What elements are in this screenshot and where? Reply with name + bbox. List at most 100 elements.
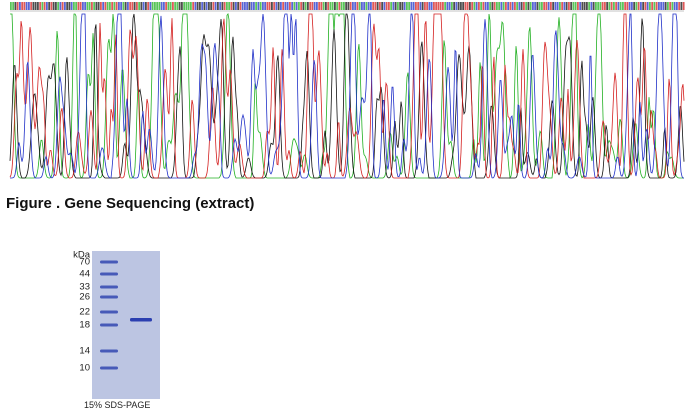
base-letter xyxy=(259,2,262,10)
base-letter xyxy=(547,2,550,10)
base-letter xyxy=(442,2,444,10)
base-letter xyxy=(572,2,575,10)
base-letter xyxy=(644,2,647,10)
marker-band xyxy=(100,260,118,264)
base-letter xyxy=(100,2,102,10)
base-letter xyxy=(455,2,458,10)
base-letter xyxy=(244,2,246,10)
base-letter xyxy=(93,2,96,10)
base-letter xyxy=(581,2,584,10)
base-letter xyxy=(671,2,674,10)
base-letter xyxy=(194,2,197,10)
base-letter xyxy=(14,2,17,10)
base-letter xyxy=(64,2,66,10)
base-letter xyxy=(91,2,93,10)
base-letter xyxy=(25,2,28,10)
base-letter xyxy=(151,2,154,10)
base-letter xyxy=(491,2,494,10)
base-letter xyxy=(599,2,602,10)
base-letter xyxy=(291,2,294,10)
trace xyxy=(9,13,685,179)
base-letter xyxy=(563,2,566,10)
base-letter xyxy=(154,2,156,10)
marker-band xyxy=(100,310,118,314)
base-letter xyxy=(352,2,354,10)
base-letter xyxy=(113,2,116,10)
base-letter xyxy=(264,2,267,10)
base-letter xyxy=(419,2,422,10)
base-letter xyxy=(480,2,483,10)
base-letter xyxy=(268,2,271,10)
base-letter xyxy=(655,2,658,10)
base-letter xyxy=(70,2,73,10)
base-letter xyxy=(392,2,395,10)
base-letter xyxy=(37,2,39,10)
base-letter xyxy=(439,2,442,10)
base-letter xyxy=(604,2,606,10)
base-letter xyxy=(628,2,631,10)
base-letter xyxy=(559,2,561,10)
base-letter xyxy=(579,2,582,10)
base-letter xyxy=(536,2,539,10)
base-letter xyxy=(682,2,685,10)
base-letter xyxy=(347,2,350,10)
base-letter xyxy=(606,2,609,10)
figure-caption: Figure . Gene Sequencing (extract) xyxy=(6,195,254,212)
base-letter xyxy=(280,2,282,10)
base-letter xyxy=(390,2,393,10)
base-letter xyxy=(433,2,435,10)
base-letter xyxy=(86,2,89,10)
base-letter xyxy=(453,2,456,10)
base-letter xyxy=(363,2,366,10)
base-letter xyxy=(12,2,15,10)
base-letter xyxy=(570,2,573,10)
base-letter xyxy=(448,2,451,10)
base-letter xyxy=(160,2,163,10)
base-letter xyxy=(149,2,152,10)
base-letter xyxy=(295,2,298,10)
base-letter xyxy=(230,2,233,10)
base-letter xyxy=(372,2,375,10)
base-letter xyxy=(248,2,251,10)
base-letter xyxy=(554,2,557,10)
base-letter xyxy=(595,2,597,10)
base-letter xyxy=(379,2,381,10)
base-letter xyxy=(586,2,588,10)
base-letter xyxy=(257,2,260,10)
base-letter xyxy=(574,2,577,10)
base-letter xyxy=(500,2,503,10)
base-letter xyxy=(514,2,516,10)
base-letter xyxy=(59,2,62,10)
base-letter xyxy=(298,2,300,10)
base-letter xyxy=(275,2,278,10)
base-letter xyxy=(673,2,676,10)
base-letter xyxy=(588,2,591,10)
base-letter xyxy=(66,2,69,10)
base-letter xyxy=(356,2,359,10)
base-letter xyxy=(410,2,413,10)
base-letter xyxy=(565,2,568,10)
base-letter xyxy=(165,2,168,10)
base-letter xyxy=(385,2,388,10)
base-letter xyxy=(646,2,649,10)
base-letter xyxy=(340,2,343,10)
base-letter xyxy=(73,2,75,10)
base-letter xyxy=(190,2,192,10)
base-letter xyxy=(235,2,237,10)
base-letter xyxy=(507,2,510,10)
base-letter xyxy=(39,2,42,10)
marker-label: 33 xyxy=(79,282,90,293)
base-letter xyxy=(496,2,498,10)
base-letter xyxy=(246,2,249,10)
base-letter xyxy=(145,2,147,10)
base-letter xyxy=(329,2,332,10)
base-letter xyxy=(95,2,98,10)
base-letter xyxy=(545,2,548,10)
base-letter xyxy=(19,2,21,10)
base-letter xyxy=(669,2,672,10)
base-letter xyxy=(41,2,44,10)
base-letter xyxy=(525,2,528,10)
